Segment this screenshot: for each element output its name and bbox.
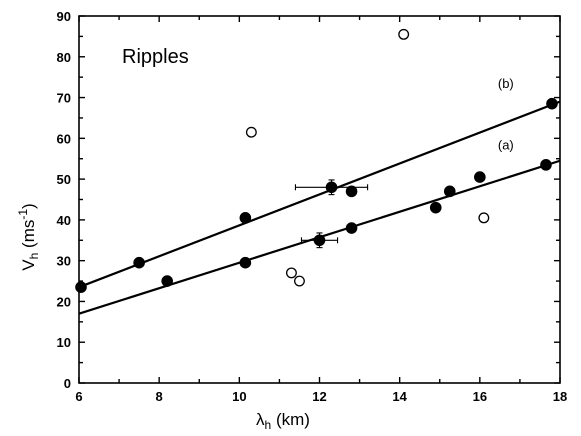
axes: [78, 15, 561, 384]
y-tick-label: 50: [57, 172, 71, 187]
filled-data-point: [75, 281, 87, 293]
y-tick-label: 60: [57, 131, 71, 146]
y-axis-title: Vh (ms-1): [16, 203, 41, 270]
tick-labels: 6 8 10 12 14 16 18 0 10 20 30 40 50 60 70 80 90: [57, 9, 568, 404]
x-axis-title: λh (km): [256, 410, 310, 432]
filled-data-point: [345, 222, 358, 234]
y-axis-unit-superscript: -1: [16, 209, 30, 220]
y-axis-subscript: h: [27, 253, 41, 260]
y-tick-label: 30: [57, 254, 71, 269]
open-data-point: [478, 212, 490, 224]
x-tick-label: 18: [553, 389, 567, 404]
fit-line: [78, 100, 561, 289]
y-tick-label: 80: [57, 50, 71, 65]
filled-data-point: [345, 185, 358, 198]
y-tick-label: 70: [57, 91, 71, 106]
y-axis-unit-close: ): [19, 203, 38, 209]
y-tick-label: 40: [57, 213, 71, 228]
x-axis-symbol: λ: [256, 410, 265, 429]
x-tick-label: 8: [156, 389, 163, 404]
x-axis-unit: (km): [271, 410, 310, 429]
fit-line-label: (a): [498, 137, 514, 152]
open-data-point: [294, 275, 305, 287]
x-axis-subscript: h: [265, 418, 272, 432]
x-tick-label: 14: [392, 389, 407, 404]
y-tick-label: 90: [57, 9, 71, 24]
filled-data-point: [474, 171, 486, 183]
open-data-point: [285, 267, 297, 279]
filled-data-point: [540, 159, 552, 171]
open-data-point: [245, 126, 257, 138]
y-tick-label: 20: [57, 294, 71, 309]
filled-data-point: [325, 181, 338, 194]
filled-data-point: [239, 212, 252, 224]
fit-line-label: (b): [498, 76, 514, 91]
x-tick-label: 16: [473, 389, 487, 404]
fit-lines: (a) (b): [78, 76, 561, 315]
open-data-point: [398, 28, 410, 40]
panel-label: Ripples: [122, 46, 189, 68]
filled-data-point: [429, 201, 442, 214]
y-tick-label: 0: [64, 376, 71, 391]
y-axis-symbol: V: [19, 259, 38, 271]
plot-frame: [78, 15, 561, 384]
filled-data-point: [133, 256, 145, 269]
filled-data-point: [313, 234, 326, 247]
filled-data-point: [443, 185, 456, 198]
x-tick-label: 6: [75, 389, 82, 404]
y-axis-unit-open: (ms: [19, 220, 38, 253]
filled-data-point: [161, 275, 173, 287]
x-tick-label: 10: [232, 389, 246, 404]
x-tick-label: 12: [312, 389, 326, 404]
data-points: [75, 28, 558, 293]
y-tick-label: 10: [57, 335, 71, 350]
filled-data-point: [239, 256, 252, 269]
filled-data-point: [546, 97, 558, 110]
